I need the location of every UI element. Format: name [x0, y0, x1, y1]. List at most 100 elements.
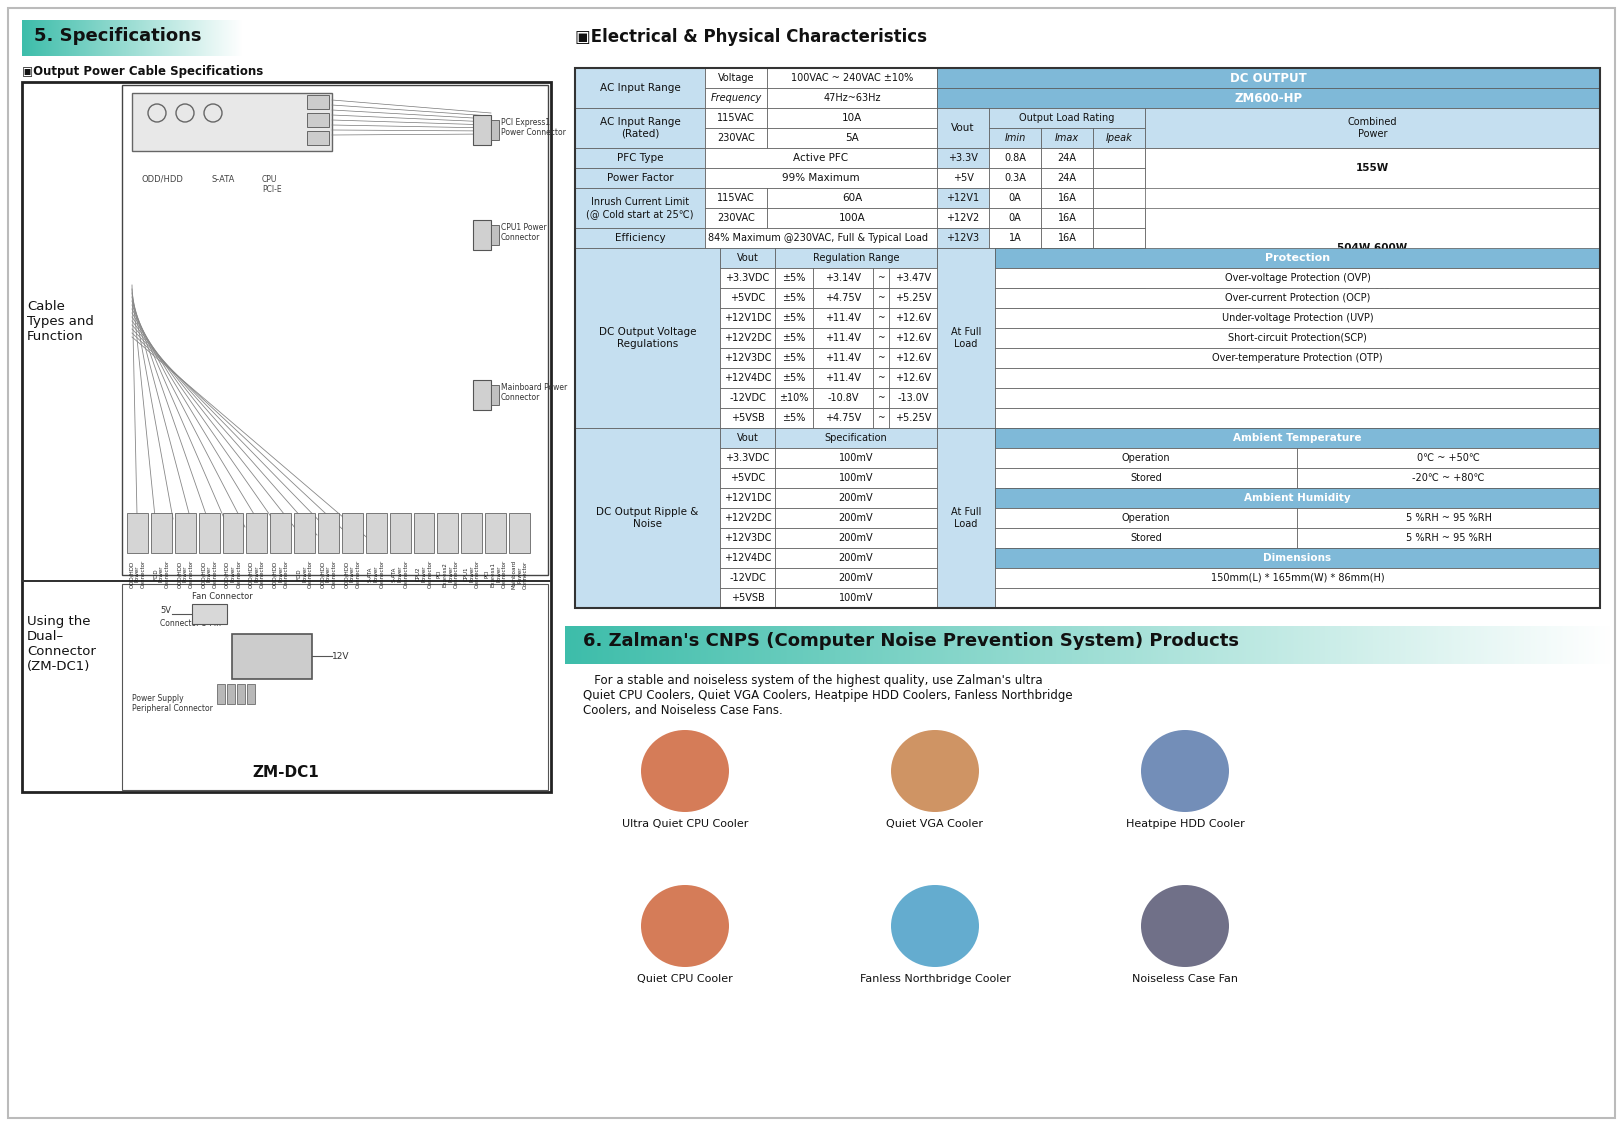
Text: 5 %RH ~ 95 %RH: 5 %RH ~ 95 %RH	[1406, 513, 1492, 522]
Bar	[995, 588, 1600, 608]
Bar	[813, 408, 873, 428]
Text: Regulation Range: Regulation Range	[813, 253, 899, 263]
Bar	[936, 188, 988, 208]
Text: Output Load Rating: Output Load Rating	[1019, 113, 1115, 123]
Bar	[873, 288, 889, 309]
Bar	[721, 328, 776, 348]
Bar	[776, 348, 813, 368]
Bar	[768, 208, 936, 227]
Bar	[131, 93, 333, 151]
Text: 200mV: 200mV	[839, 533, 873, 543]
Text: 16A: 16A	[1058, 233, 1076, 243]
Bar	[1144, 208, 1600, 288]
Text: 1A: 1A	[1008, 253, 1021, 263]
Bar	[492, 120, 498, 140]
Bar	[492, 225, 498, 245]
Text: +3.47V: +3.47V	[894, 272, 932, 283]
Text: Connector 3-Pin: Connector 3-Pin	[161, 619, 221, 628]
Text: 115VAC: 115VAC	[717, 113, 755, 123]
Text: ~: ~	[878, 374, 885, 383]
Text: +12V1: +12V1	[946, 193, 980, 203]
Bar	[721, 408, 776, 428]
Bar	[776, 428, 936, 448]
Text: ±5%: ±5%	[782, 333, 805, 343]
Bar	[995, 508, 1297, 528]
Text: +11.4V: +11.4V	[824, 352, 860, 363]
Bar	[873, 348, 889, 368]
Bar	[995, 488, 1600, 508]
Bar	[307, 131, 329, 145]
Text: +12V4DC: +12V4DC	[724, 373, 771, 383]
Text: 0.0A: 0.0A	[1005, 293, 1026, 303]
Bar	[575, 227, 704, 248]
Bar	[222, 513, 243, 553]
Text: ODD/HDD
Power
Connector: ODD/HDD Power Connector	[248, 560, 265, 588]
Text: AC Input Range
(Rated): AC Input Range (Rated)	[599, 117, 680, 138]
Text: 504W 600W: 504W 600W	[1337, 243, 1407, 253]
Text: Protection: Protection	[1264, 253, 1331, 263]
Bar	[776, 588, 936, 608]
Bar	[704, 227, 936, 248]
Text: 0.8A: 0.8A	[1005, 153, 1026, 163]
Bar	[936, 248, 988, 268]
Bar	[988, 208, 1040, 227]
Text: Over-temperature Protection (OTP): Over-temperature Protection (OTP)	[1212, 352, 1383, 363]
Bar	[575, 68, 704, 108]
Bar	[995, 448, 1297, 468]
Text: Voltage: Voltage	[717, 73, 755, 83]
Bar	[1040, 128, 1092, 148]
Bar	[768, 188, 936, 208]
Text: -20℃ ~ +80℃: -20℃ ~ +80℃	[1412, 473, 1485, 483]
Text: +12V4: +12V4	[946, 253, 980, 263]
Text: -12VDC: -12VDC	[729, 573, 766, 583]
Bar	[721, 528, 776, 548]
Text: 115VAC: 115VAC	[717, 193, 755, 203]
Bar	[247, 683, 255, 704]
Bar	[889, 348, 936, 368]
Bar	[995, 528, 1297, 548]
Bar	[776, 368, 813, 388]
Bar	[294, 513, 315, 553]
Text: 0.3A: 0.3A	[1005, 173, 1026, 184]
Text: Operation: Operation	[1121, 513, 1170, 522]
Bar	[472, 115, 492, 145]
Text: 0A: 0A	[1008, 193, 1021, 203]
Bar	[936, 68, 1600, 88]
Bar	[776, 288, 813, 309]
Bar	[704, 128, 768, 148]
Bar	[936, 428, 995, 608]
Text: Vout: Vout	[737, 434, 758, 443]
Bar	[813, 268, 873, 288]
Text: +12.6V: +12.6V	[894, 352, 932, 363]
Text: DC Output Ripple &
Noise: DC Output Ripple & Noise	[596, 507, 698, 529]
Bar	[776, 548, 936, 568]
Text: Dimensions: Dimensions	[1263, 553, 1331, 563]
Bar	[721, 309, 776, 328]
Text: +12V2DC: +12V2DC	[724, 333, 771, 343]
Text: 60A: 60A	[842, 193, 862, 203]
Text: Inrush Current Limit
(@ Cold start at 25℃): Inrush Current Limit (@ Cold start at 25…	[586, 197, 693, 218]
Text: At Full
Load: At Full Load	[951, 507, 982, 529]
Bar	[721, 588, 776, 608]
Bar	[995, 408, 1600, 428]
Text: ▣Electrical & Physical Characteristics: ▣Electrical & Physical Characteristics	[575, 28, 927, 46]
Text: +12V2DC: +12V2DC	[724, 513, 771, 522]
Text: 200mV: 200mV	[839, 493, 873, 503]
Bar	[485, 513, 506, 553]
Bar	[873, 408, 889, 428]
Bar	[776, 488, 936, 508]
Bar	[1092, 128, 1144, 148]
Text: S-ATA: S-ATA	[213, 175, 235, 184]
Text: +3.14V: +3.14V	[824, 272, 860, 283]
Text: +5VDC: +5VDC	[730, 293, 764, 303]
Bar	[936, 148, 988, 168]
Bar	[936, 288, 988, 309]
Bar	[721, 288, 776, 309]
Text: 150mm(L) * 165mm(W) * 86mm(H): 150mm(L) * 165mm(W) * 86mm(H)	[1211, 573, 1384, 583]
Bar	[873, 368, 889, 388]
Text: Mainboard
Power
Connector: Mainboard Power Connector	[511, 560, 527, 589]
Bar	[151, 513, 172, 553]
Bar	[1144, 268, 1600, 309]
Bar	[721, 388, 776, 408]
Ellipse shape	[641, 885, 729, 967]
